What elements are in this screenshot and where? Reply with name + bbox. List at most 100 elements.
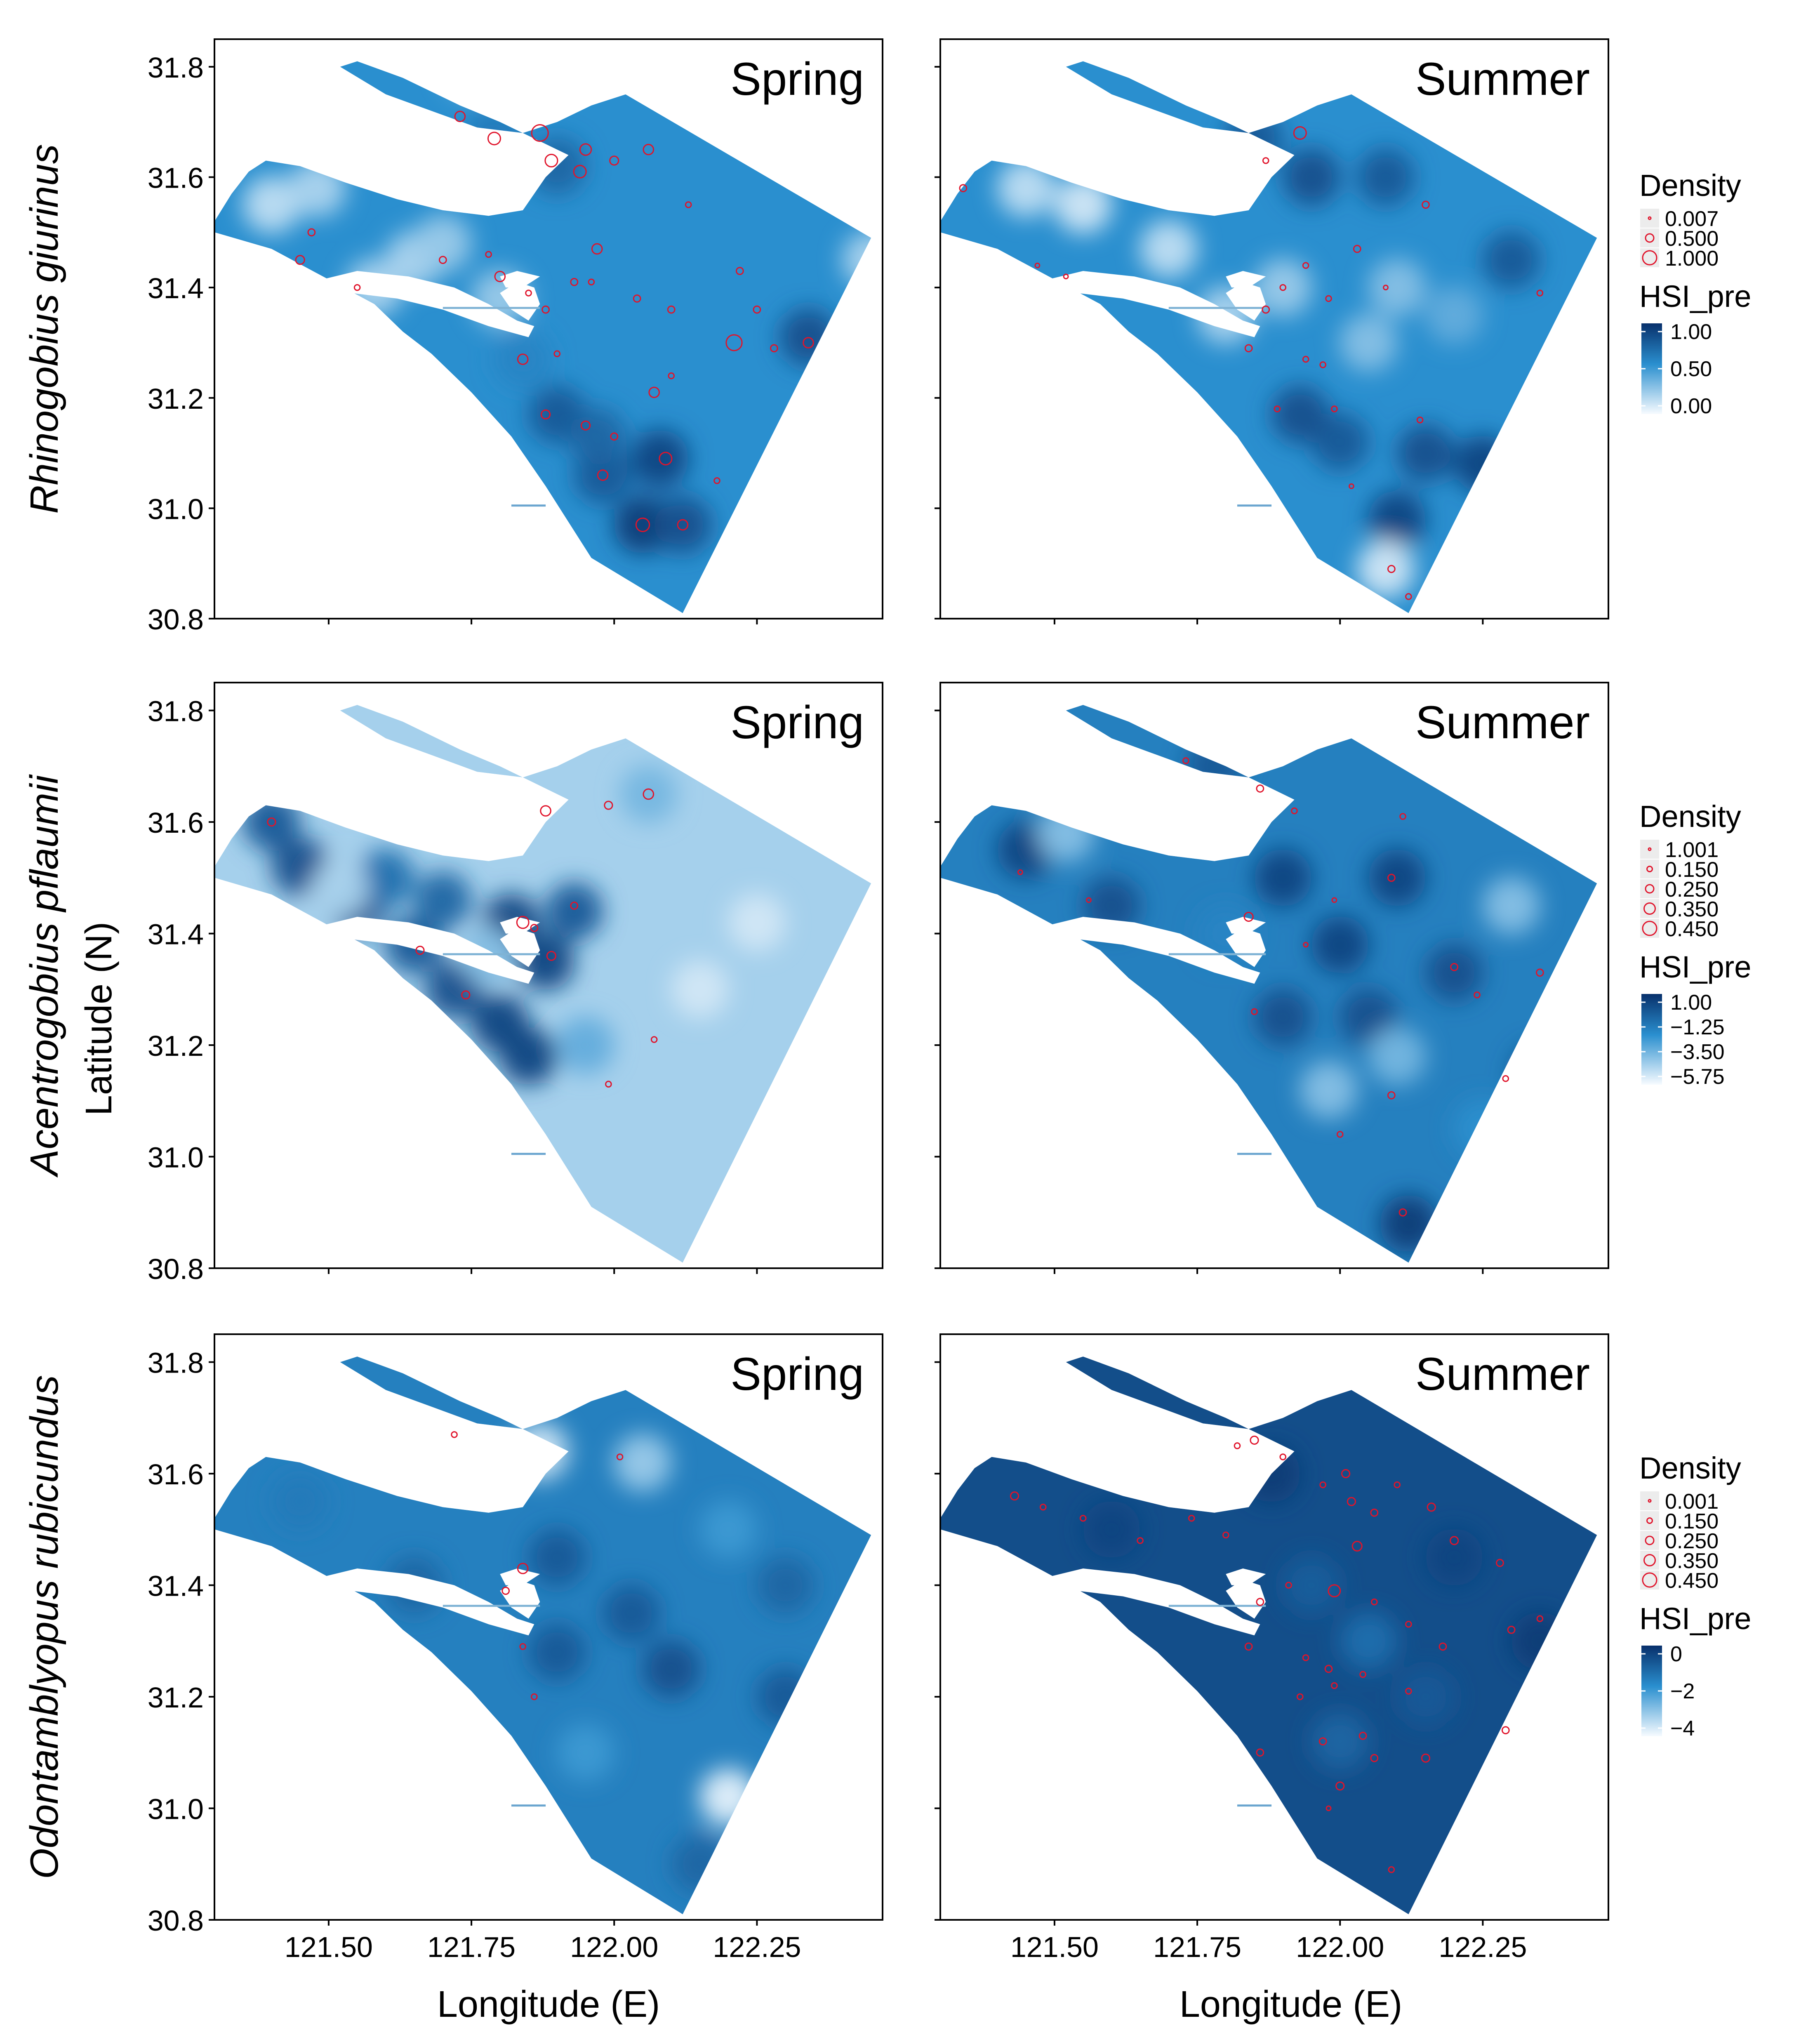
density-point xyxy=(1256,784,1264,793)
hsi-hotspot xyxy=(1357,148,1415,206)
hsi-hotspot xyxy=(728,893,786,951)
density-point xyxy=(1017,869,1023,875)
density-point xyxy=(677,519,689,531)
density-point xyxy=(1536,1615,1544,1622)
density-point xyxy=(610,432,619,441)
hsi-hotspot xyxy=(602,1584,660,1642)
density-point xyxy=(438,256,447,264)
y-tick-label: 31.6 xyxy=(148,1458,204,1491)
island-2 xyxy=(500,928,540,967)
density-point xyxy=(1335,1781,1345,1791)
density-point xyxy=(1371,1598,1378,1606)
hsi-hotspot xyxy=(1340,313,1398,372)
hsi-hotspot xyxy=(1225,109,1283,167)
legend-density-label: 0.350 xyxy=(1665,1549,1719,1573)
density-point xyxy=(959,184,968,193)
island-1 xyxy=(311,271,534,337)
panel-border xyxy=(939,1333,1609,1921)
density-point xyxy=(1297,1693,1304,1700)
density-point xyxy=(1331,405,1338,412)
density-point xyxy=(659,452,673,466)
density-point xyxy=(1536,290,1544,297)
density-point xyxy=(1251,1008,1258,1015)
y-tick-label: 31.8 xyxy=(148,52,204,84)
legend-hsi-label: 1.00 xyxy=(1670,320,1712,344)
hsi-hotspot xyxy=(288,159,346,217)
density-point xyxy=(415,946,425,955)
legend-key-bg xyxy=(1640,879,1659,898)
hsi-hotspot xyxy=(1254,259,1312,317)
density-point xyxy=(1507,1625,1516,1634)
density-point xyxy=(1496,1559,1504,1567)
x-tick-label: 121.75 xyxy=(1153,1931,1241,1963)
hsi-surface xyxy=(214,1356,871,1914)
legend-density-symbol xyxy=(1642,1572,1657,1588)
density-point xyxy=(1086,897,1092,903)
y-tick-label: 31.6 xyxy=(148,807,204,839)
season-label: Summer xyxy=(1415,1348,1590,1400)
density-point xyxy=(605,1081,612,1088)
island-2 xyxy=(500,1580,540,1619)
legend-hsi-label: −1.25 xyxy=(1670,1015,1725,1039)
density-point xyxy=(591,243,603,255)
hsi-hotspot xyxy=(619,765,678,823)
island-3 xyxy=(1226,1568,1266,1585)
density-point xyxy=(1274,405,1281,412)
map-panel-1-spring: Spring 30.8 31.0 31.2 31.4 31.6 31.8 xyxy=(148,38,883,636)
density-point xyxy=(1387,874,1396,882)
hsi-hotspot xyxy=(614,1434,672,1492)
density-point xyxy=(580,420,591,431)
density-point xyxy=(1279,284,1287,291)
panel-border xyxy=(214,1333,883,1921)
density-point xyxy=(1039,1503,1047,1511)
map-panel-3-spring: Spring 30.8 31.0 31.2 31.4 31.6 31.8 121.50 121.… xyxy=(148,1333,883,1963)
density-point xyxy=(1188,1514,1195,1522)
legend-density-label: 0.450 xyxy=(1665,917,1719,941)
legend-key-bg xyxy=(1640,840,1659,859)
panel-border xyxy=(939,38,1609,619)
hsi-hotspot xyxy=(654,496,712,554)
legend-hsi-title: HSI_pre xyxy=(1639,279,1751,313)
density-point xyxy=(1398,1208,1407,1217)
hsi-hotspot xyxy=(642,1640,700,1698)
y-tick-label: 31.0 xyxy=(148,1793,204,1825)
density-point xyxy=(1331,897,1337,903)
density-point xyxy=(753,305,761,314)
legend-density-label: 0.450 xyxy=(1665,1569,1719,1593)
density-point xyxy=(1244,344,1253,353)
hsi-hotspot xyxy=(699,1500,758,1559)
density-points xyxy=(267,788,658,1088)
x-tick-label: 122.00 xyxy=(570,1931,658,1963)
island-3 xyxy=(1226,917,1266,934)
hsi-hotspot xyxy=(1482,231,1540,289)
density-point xyxy=(501,1587,510,1595)
hsi-surface xyxy=(940,705,1597,1263)
hsi-hotspot xyxy=(756,1668,815,1726)
season-label: Summer xyxy=(1415,53,1590,105)
density-point xyxy=(516,916,530,929)
density-point xyxy=(1405,1620,1412,1628)
density-point xyxy=(1399,813,1406,820)
legend-key-bg xyxy=(1640,899,1659,918)
island-3 xyxy=(500,1568,540,1585)
legend-key-bg xyxy=(1640,1571,1659,1590)
hsi-hotspot xyxy=(1396,1668,1455,1726)
panel-border xyxy=(214,682,883,1269)
density-point xyxy=(540,409,551,420)
hsi-hotspot xyxy=(1311,1712,1369,1771)
density-point xyxy=(1034,262,1041,268)
density-point xyxy=(1319,361,1326,368)
legend-density-symbol xyxy=(1648,1499,1652,1503)
legend-density-symbol xyxy=(1648,216,1652,220)
y-tick-label: 31.8 xyxy=(148,1347,204,1379)
hsi-hotspot xyxy=(1271,385,1329,443)
legend-density-title: Density xyxy=(1639,168,1741,203)
hsi-hotspot xyxy=(1511,1612,1569,1670)
hsi-hotspot xyxy=(242,176,301,234)
y-tick-label: 31.4 xyxy=(148,1570,204,1602)
legend-density-label: 0.250 xyxy=(1665,878,1719,902)
density-point xyxy=(1243,911,1254,922)
